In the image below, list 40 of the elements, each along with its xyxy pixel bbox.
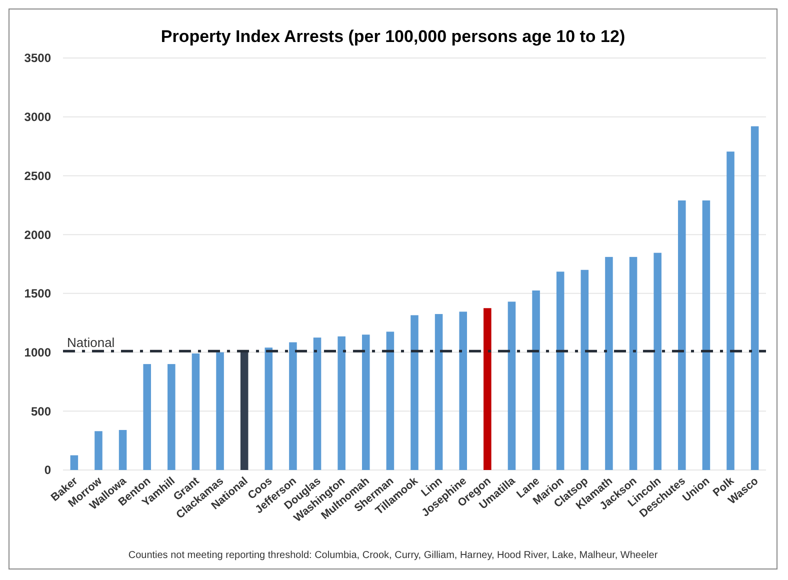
bar xyxy=(434,314,443,470)
bar xyxy=(459,312,468,470)
bar xyxy=(313,338,322,470)
bar xyxy=(338,336,346,470)
ref-line-label: National xyxy=(67,335,115,350)
bar xyxy=(702,200,710,470)
bar xyxy=(94,431,102,470)
bar xyxy=(532,290,540,470)
y-tick-label: 2000 xyxy=(24,228,52,242)
bar xyxy=(750,126,759,470)
bar xyxy=(70,455,78,470)
y-tick-label: 3500 xyxy=(24,51,52,66)
bar xyxy=(289,342,297,470)
bar xyxy=(629,256,638,470)
y-tick-label: 3000 xyxy=(24,110,52,124)
bar xyxy=(726,152,734,470)
bar xyxy=(678,200,686,470)
y-tick-label: 2500 xyxy=(24,168,52,183)
y-tick-label: 1500 xyxy=(24,286,52,301)
bar xyxy=(556,272,564,470)
bar xyxy=(580,270,589,470)
y-tick-label: 500 xyxy=(30,404,52,418)
bar xyxy=(240,351,248,470)
bar xyxy=(118,430,127,470)
y-tick-label: 1000 xyxy=(24,345,52,360)
bar xyxy=(362,334,370,470)
y-tick-label: 0 xyxy=(44,463,52,478)
bar xyxy=(168,364,176,470)
bar xyxy=(264,348,273,470)
bar xyxy=(216,352,224,470)
bar xyxy=(192,353,200,470)
bar xyxy=(410,315,418,470)
chart-title: Property Index Arrests (per 100,000 persons age 10 to 12) xyxy=(160,27,626,46)
bar xyxy=(654,252,662,470)
bar xyxy=(484,308,492,470)
bar xyxy=(386,332,394,470)
bar xyxy=(143,364,151,470)
text: Counties not meeting reporting threshold: Columbia, Crook, Curry, Gilliam, Harney, Hood River, Lake, Malheur, Wheeler xyxy=(128,550,658,561)
bar xyxy=(605,256,613,470)
bar xyxy=(508,302,516,470)
